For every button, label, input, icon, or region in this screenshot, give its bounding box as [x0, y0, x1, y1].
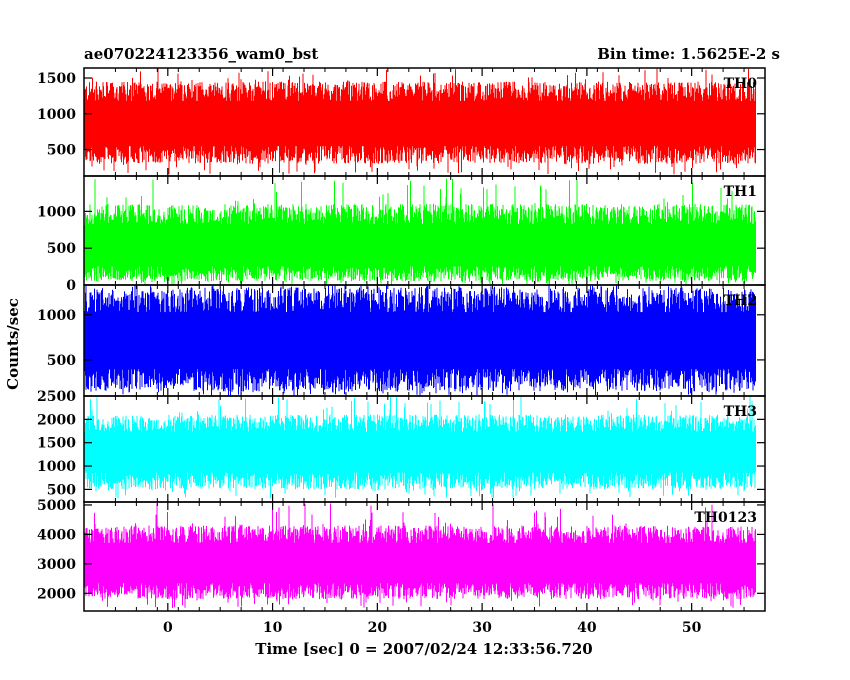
series-line-th2 [84, 285, 756, 396]
series-line-th0 [84, 68, 756, 175]
panel-label-th0: TH0 [724, 76, 758, 92]
x-tick-label: 0 [163, 620, 173, 636]
series-line-th0123 [84, 503, 756, 608]
x-tick-label: 10 [263, 620, 283, 636]
chart-title-left: ae070224123356_wam0_bst [84, 45, 318, 63]
x-tick-label: 20 [368, 620, 388, 636]
panel-label-th3: TH3 [724, 404, 757, 420]
x-tick-label: 30 [472, 620, 492, 636]
y-tick-label-th0: 1000 [37, 107, 76, 123]
y-tick-label-th2: 500 [47, 353, 76, 369]
panel-frame-th0123 [83, 501, 766, 612]
y-tick-label-th1: 1000 [37, 204, 76, 220]
series-line-th3 [84, 396, 756, 499]
series-line-th1 [84, 178, 756, 285]
chart-title-right: Bin time: 1.5625E-2 s [597, 45, 780, 63]
y-tick-label-th0123: 4000 [37, 527, 76, 543]
y-tick-label-th0123: 2000 [37, 586, 76, 602]
y-tick-label-th3: 1000 [37, 459, 76, 475]
panel-label-th0123: TH0123 [694, 510, 757, 526]
y-tick-label-th2: 1000 [37, 308, 76, 324]
y-axis-label: Counts/sec [4, 298, 22, 390]
x-axis-label: Time [sec] 0 = 2007/02/24 12:33:56.720 [255, 640, 592, 658]
y-tick-label-th0123: 5000 [37, 498, 76, 514]
y-tick-label-th0: 1500 [37, 71, 76, 87]
y-tick-label-th1: 500 [47, 241, 76, 257]
y-tick-label-th3: 2500 [37, 389, 76, 405]
y-tick-label-th0123: 3000 [37, 557, 76, 573]
y-tick-label-th3: 500 [47, 482, 76, 498]
x-tick-label: 40 [577, 620, 597, 636]
panel-label-th2: TH2 [724, 293, 757, 309]
y-tick-label-th0: 500 [47, 143, 76, 159]
y-tick-label-th3: 1500 [37, 436, 76, 452]
x-tick-label: 50 [682, 620, 702, 636]
y-tick-label-th3: 2000 [37, 412, 76, 428]
y-tick-label-th1: 0 [66, 278, 76, 294]
panel-label-th1: TH1 [724, 184, 757, 200]
